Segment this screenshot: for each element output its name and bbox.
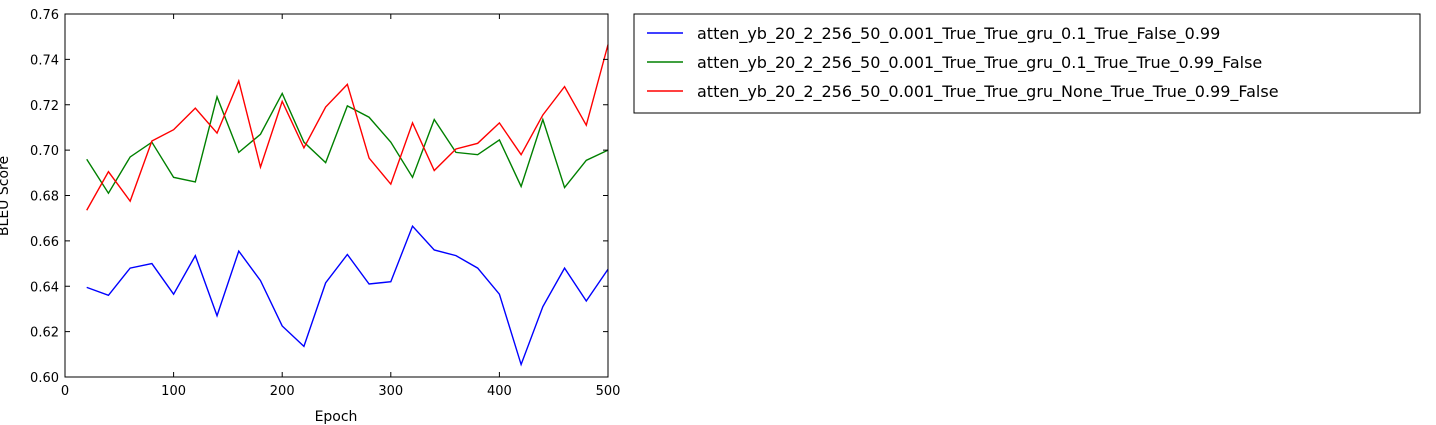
x-tick-label: 100 bbox=[161, 384, 186, 399]
y-tick-label: 0.72 bbox=[30, 99, 59, 114]
legend-label-1: atten_yb_20_2_256_50_0.001_True_True_gru… bbox=[697, 24, 1220, 44]
x-tick-label: 0 bbox=[61, 384, 69, 399]
legend-label-3: atten_yb_20_2_256_50_0.001_True_True_gru… bbox=[697, 82, 1279, 102]
y-tick-label: 0.68 bbox=[30, 190, 59, 205]
y-tick-label: 0.62 bbox=[30, 326, 59, 341]
y-axis: 0.60 0.62 0.64 0.66 0.68 0.70 0.72 0.74 0.76 bbox=[30, 8, 608, 386]
x-axis: 0 100 200 300 400 500 bbox=[61, 14, 621, 399]
x-tick-label: 300 bbox=[378, 384, 403, 399]
x-tick-label: 400 bbox=[487, 384, 512, 399]
legend: atten_yb_20_2_256_50_0.001_True_True_gru… bbox=[633, 13, 1421, 114]
plot-lines bbox=[86, 44, 609, 367]
legend-label-2: atten_yb_20_2_256_50_0.001_True_True_gru… bbox=[697, 53, 1262, 73]
plot-frame bbox=[64, 13, 609, 378]
x-tick-label: 200 bbox=[270, 384, 295, 399]
y-tick-label: 0.74 bbox=[30, 53, 59, 68]
y-tick-label: 0.60 bbox=[30, 371, 59, 386]
series-line-2 bbox=[86, 91, 609, 195]
y-axis-label: BLEU Score bbox=[0, 156, 12, 236]
y-tick-label: 0.66 bbox=[30, 235, 59, 250]
y-tick-label: 0.76 bbox=[30, 8, 59, 23]
x-tick-label: 500 bbox=[596, 384, 621, 399]
legend-box bbox=[633, 13, 1421, 114]
y-tick-label: 0.70 bbox=[30, 144, 59, 159]
y-tick-label: 0.64 bbox=[30, 280, 59, 295]
x-axis-label: Epoch bbox=[315, 409, 358, 425]
series-line-1 bbox=[86, 224, 609, 367]
series-line-3 bbox=[86, 44, 609, 211]
